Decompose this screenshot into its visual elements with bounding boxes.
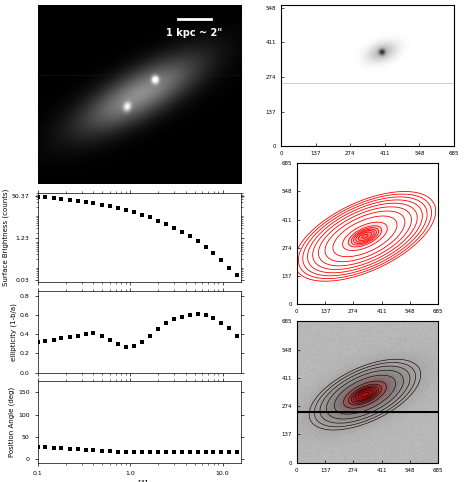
Text: 1 kpc ~ 2": 1 kpc ~ 2" xyxy=(166,28,222,38)
Y-axis label: Position Angle (deg): Position Angle (deg) xyxy=(9,387,15,457)
Y-axis label: Surface Brightness (counts): Surface Brightness (counts) xyxy=(2,189,9,286)
X-axis label: a ["]: a ["] xyxy=(131,479,148,482)
Y-axis label: ellipticity (1-b/a): ellipticity (1-b/a) xyxy=(10,303,17,361)
